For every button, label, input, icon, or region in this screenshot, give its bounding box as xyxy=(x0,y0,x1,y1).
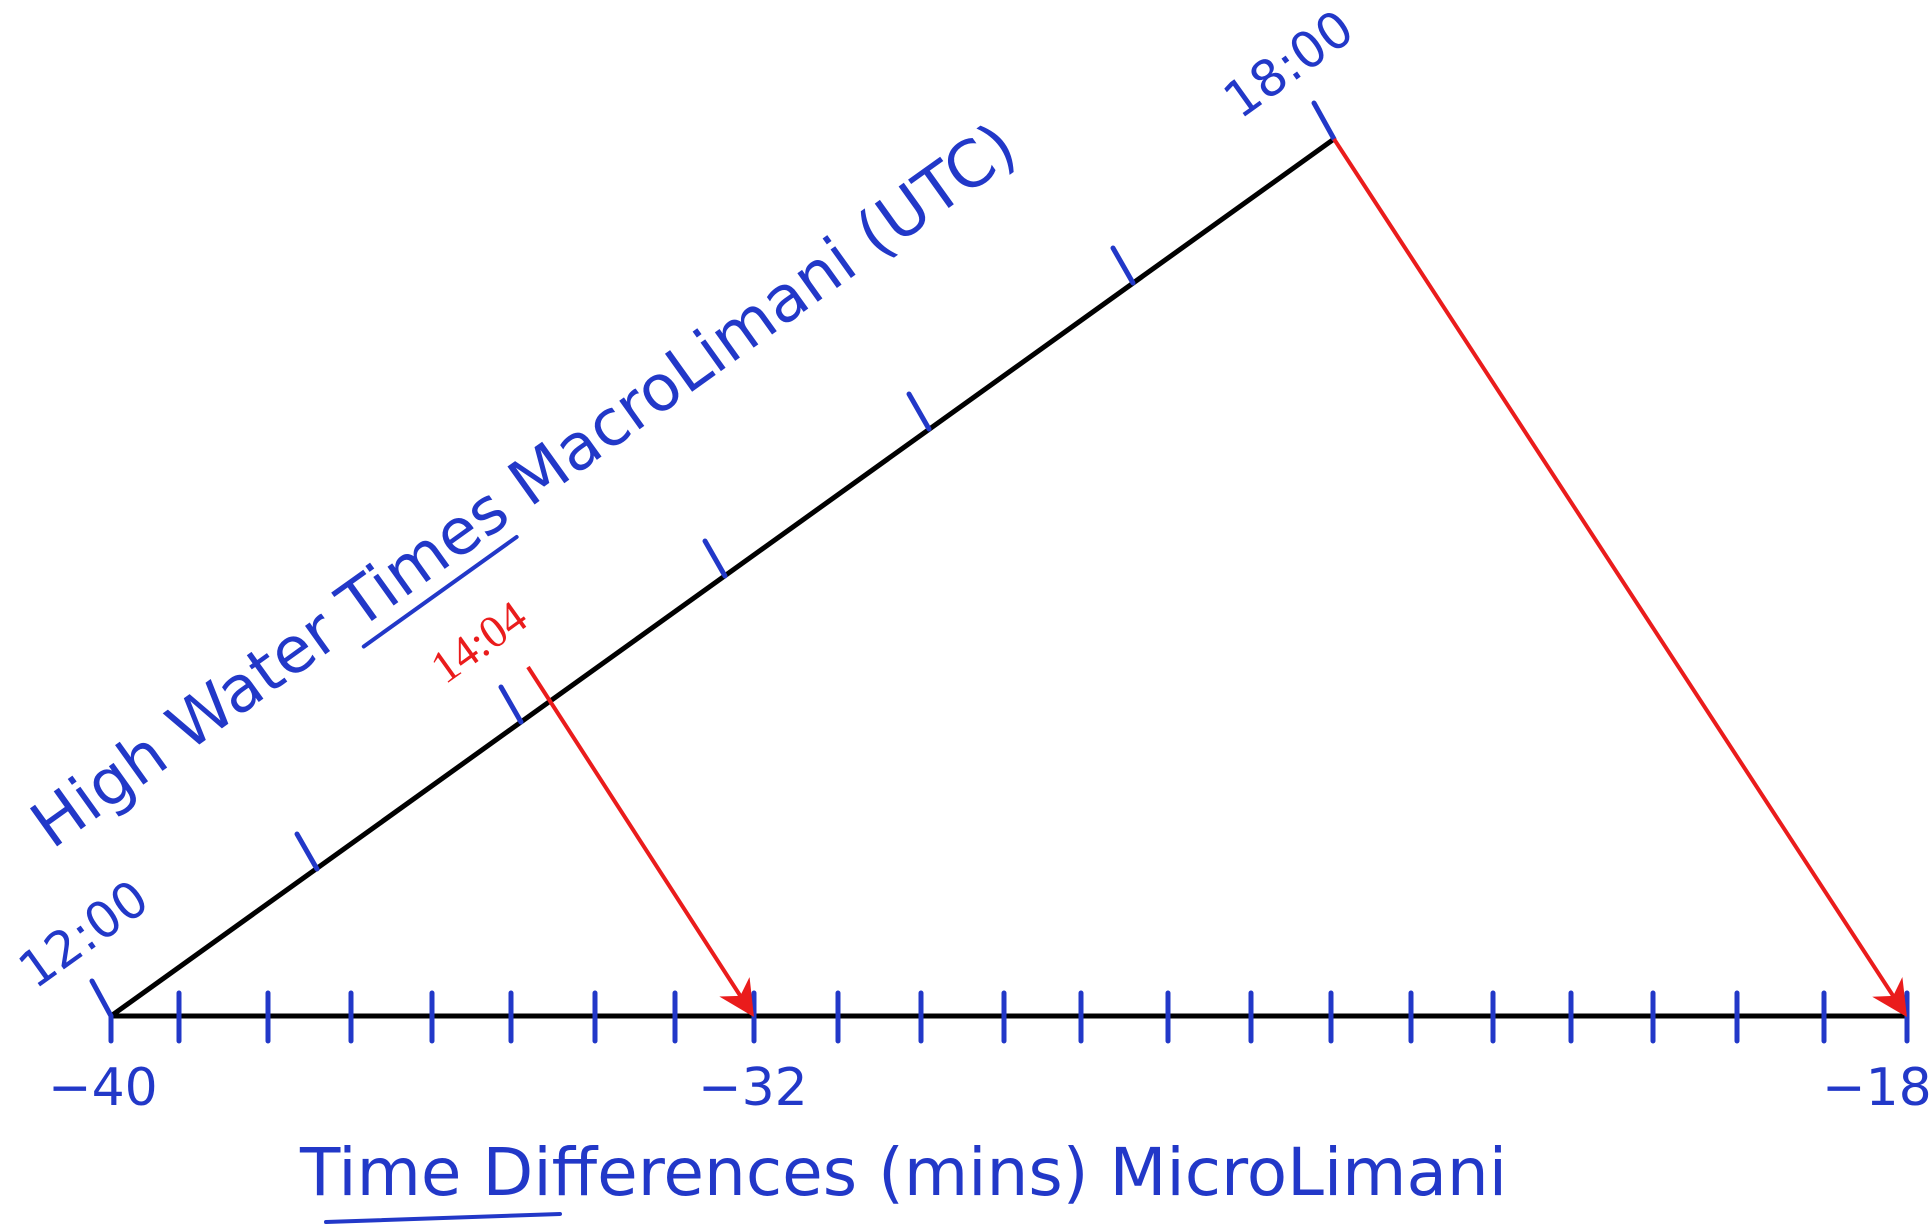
bottom-title-rest: ifferences (mins) MicroLimani xyxy=(533,1134,1507,1211)
projection-14-04-to-minus-32 xyxy=(526,665,754,1018)
svg-text:High Water Times MacroLimani (: High Water Times MacroLimani (UTC) xyxy=(18,109,1030,863)
bottom-title-underline xyxy=(324,1212,562,1224)
label-minus-40: −40 xyxy=(48,1058,158,1118)
diagonal-title: High Water Times MacroLimani (UTC) xyxy=(18,109,1030,863)
diagonal-axis-line xyxy=(109,136,1336,1019)
label-minus-18: −18 xyxy=(1822,1058,1932,1118)
horizontal-axis-ticks xyxy=(108,990,1910,1044)
projection-lines xyxy=(526,137,1907,1018)
label-18-00: 18:00 xyxy=(1213,0,1364,130)
title-part-after: MacroLimani (UTC) xyxy=(479,109,1030,533)
svg-text:Time Differences (mins) MicroL: Time Differences (mins) MicroLimani xyxy=(299,1134,1507,1211)
title-underline xyxy=(361,535,519,649)
projection-18-00-to-minus-18 xyxy=(1332,137,1907,1018)
title-part-before: High Water xyxy=(18,583,368,863)
bottom-axis-title: Time Differences (mins) MicroLimani xyxy=(299,1134,1507,1224)
label-minus-32: −32 xyxy=(698,1058,808,1118)
diagonal-axis-ticks xyxy=(89,100,1337,1019)
label-12-00: 12:00 xyxy=(8,869,159,1000)
bottom-title-underlined: Time D xyxy=(299,1134,533,1211)
label-14-04: 14:04 xyxy=(421,591,536,693)
